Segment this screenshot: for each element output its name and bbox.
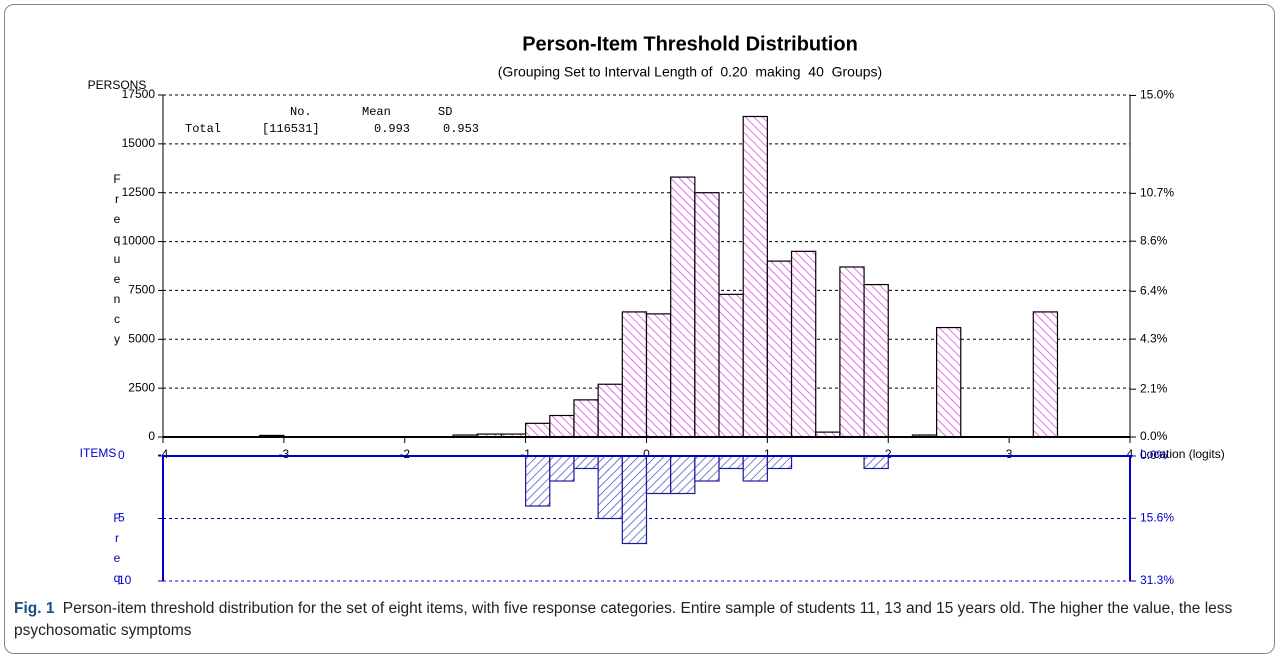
y-tick-label: 15000 — [122, 136, 156, 150]
y-axis-label: Freq — [110, 511, 124, 591]
bar — [766, 455, 793, 470]
caption-label: Fig. 1 — [14, 600, 55, 617]
chart: Person-Item Threshold Distribution (Group… — [80, 33, 1225, 587]
stats-header: Mean — [362, 105, 391, 119]
y-tick-label: 10000 — [122, 234, 156, 248]
stats-value: 0.993 — [374, 122, 410, 136]
x-axis-label: Location (logits) — [1140, 447, 1225, 461]
bar — [573, 455, 599, 470]
y2-tick-label: 4.3% — [1140, 331, 1168, 345]
x-tick-label: -2 — [399, 447, 410, 461]
bar — [597, 455, 623, 520]
y-tick-label: 12500 — [122, 185, 156, 199]
bar — [597, 383, 623, 438]
bar — [863, 283, 889, 438]
y-tick-label: 7500 — [128, 283, 155, 297]
x-tick-label: 0 — [643, 447, 650, 461]
x-tick-label: -1 — [520, 447, 531, 461]
x-tick-label: 3 — [1006, 447, 1013, 461]
y2-tick-label: 31.3% — [1140, 573, 1174, 587]
stats-value: Total — [185, 122, 221, 136]
bar — [645, 313, 672, 438]
x-tick-label: -3 — [279, 447, 290, 461]
bar — [670, 176, 696, 438]
bar — [766, 260, 793, 438]
y2-tick-label: 0.0% — [1140, 429, 1168, 443]
stats-value: 0.953 — [443, 122, 479, 136]
x-tick-label: 4 — [1127, 447, 1134, 461]
y2-tick-label: 0.0% — [1140, 448, 1168, 462]
bar — [1032, 311, 1059, 438]
bar — [718, 455, 744, 470]
y-tick-label: 17500 — [122, 87, 156, 101]
stats-value: [116531] — [262, 122, 320, 136]
stats-header: No. — [290, 105, 312, 119]
y-axis-label: Frequency — [110, 172, 124, 352]
x-tick-label: -4 — [158, 447, 169, 461]
bar — [525, 422, 551, 438]
bar — [549, 455, 575, 482]
y-tick-label: 5 — [118, 511, 125, 525]
y2-tick-label: 15.0% — [1140, 88, 1174, 102]
caption: Fig. 1 Person-item threshold distributio… — [14, 598, 1264, 642]
caption-text: Person-item threshold distribution for t… — [14, 600, 1233, 639]
y2-tick-label: 8.6% — [1140, 233, 1168, 247]
y-tick-label: 0 — [148, 429, 155, 443]
bar — [839, 266, 865, 438]
bar — [645, 455, 672, 495]
y2-tick-label: 15.6% — [1140, 510, 1174, 524]
bar — [549, 414, 575, 438]
y2-tick-label: 6.4% — [1140, 283, 1168, 297]
y-tick-label: 5000 — [128, 331, 155, 345]
y-tick-label: 2500 — [128, 380, 155, 394]
bar — [935, 326, 962, 438]
x-tick-label: 2 — [885, 447, 892, 461]
panel-label: ITEMS — [80, 446, 117, 460]
x-tick-label: 1 — [764, 447, 771, 461]
figure-frame — [4, 4, 1275, 654]
bar — [670, 455, 696, 495]
bar — [621, 311, 648, 438]
bar — [694, 192, 720, 438]
y-tick-label: 0 — [118, 448, 125, 462]
stats-header: SD — [438, 105, 452, 119]
bar — [525, 455, 551, 507]
bar — [742, 115, 768, 438]
bar — [621, 455, 648, 545]
panel-label: PERSONS — [88, 78, 147, 92]
y-tick-label: 10 — [118, 573, 132, 587]
chart-title: Person-Item Threshold Distribution — [522, 33, 858, 55]
y2-tick-label: 10.7% — [1140, 186, 1174, 200]
y2-tick-label: 2.1% — [1140, 381, 1168, 395]
bar — [790, 250, 817, 438]
bar — [694, 455, 720, 482]
bar — [863, 455, 889, 470]
bar — [573, 399, 599, 438]
chart-subtitle: (Grouping Set to Interval Length of 0.20… — [498, 64, 882, 80]
bar — [718, 293, 744, 438]
bar — [742, 455, 768, 482]
